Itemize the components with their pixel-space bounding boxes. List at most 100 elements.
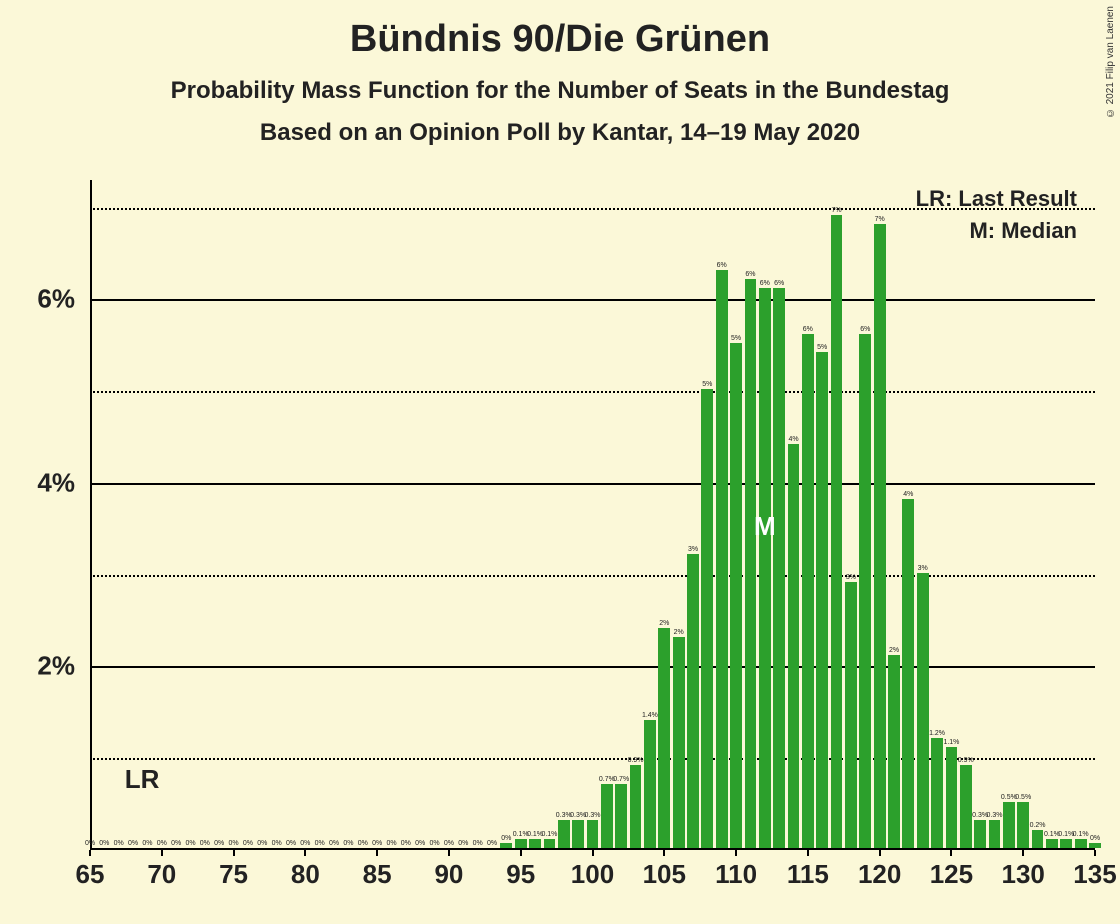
x-tick — [376, 850, 378, 856]
bar — [1089, 843, 1101, 848]
median-marker: M — [754, 511, 776, 542]
x-tick — [233, 850, 235, 856]
x-tick — [879, 850, 881, 856]
bar — [989, 820, 1001, 848]
x-tick-label: 65 — [76, 859, 105, 890]
bar-value-label: 0% — [487, 840, 497, 847]
bar-value-label: 2% — [659, 620, 669, 627]
bar-value-label: 0.2% — [1030, 822, 1046, 829]
bar-value-label: 6% — [860, 326, 870, 333]
bar-value-label: 5% — [817, 344, 827, 351]
grid-major — [90, 299, 1095, 301]
bar-value-label: 3% — [846, 574, 856, 581]
x-tick — [1022, 850, 1024, 856]
chart-plot-area: LR: Last Result M: Median 2%4%6%65707580… — [90, 180, 1095, 850]
x-tick-label: 95 — [506, 859, 535, 890]
x-tick-label: 75 — [219, 859, 248, 890]
bar — [1075, 839, 1087, 848]
bar-value-label: 6% — [803, 326, 813, 333]
legend-m: M: Median — [969, 218, 1077, 244]
x-tick-label: 130 — [1002, 859, 1045, 890]
bar — [888, 655, 900, 848]
bar-value-label: 0% — [99, 840, 109, 847]
bar — [630, 765, 642, 848]
bar — [673, 637, 685, 848]
bar-value-label: 6% — [717, 262, 727, 269]
bar-value-label: 0% — [473, 840, 483, 847]
x-tick — [304, 850, 306, 856]
bar-value-label: 3% — [688, 546, 698, 553]
bar-value-label: 0% — [1090, 835, 1100, 842]
bar — [716, 270, 728, 848]
bar-value-label: 1.1% — [943, 739, 959, 746]
bar — [1032, 830, 1044, 848]
bar — [816, 352, 828, 848]
bar-value-label: 3% — [918, 565, 928, 572]
bar-value-label: 0% — [85, 840, 95, 847]
x-tick-label: 80 — [291, 859, 320, 890]
bar — [874, 224, 886, 848]
x-tick-label: 115 — [787, 859, 829, 890]
bar-value-label: 0% — [214, 840, 224, 847]
x-tick — [161, 850, 163, 856]
bar — [572, 820, 584, 848]
x-tick-label: 105 — [643, 859, 686, 890]
bar — [759, 288, 771, 848]
grid-minor — [90, 575, 1095, 577]
bar-value-label: 0.5% — [1015, 794, 1031, 801]
bar-value-label: 1.4% — [642, 712, 658, 719]
bar — [845, 582, 857, 848]
bar-value-label: 0% — [329, 840, 339, 847]
grid-major — [90, 666, 1095, 668]
bar — [1060, 839, 1072, 848]
bar-value-label: 0% — [286, 840, 296, 847]
bar-value-label: 4% — [903, 491, 913, 498]
bar-value-label: 0% — [243, 840, 253, 847]
bar — [859, 334, 871, 848]
bar-value-label: 0% — [501, 835, 511, 842]
bar-value-label: 0% — [300, 840, 310, 847]
bar-value-label: 0% — [430, 840, 440, 847]
bar — [974, 820, 986, 848]
bar — [687, 554, 699, 848]
bar-value-label: 5% — [702, 381, 712, 388]
x-tick-label: 135 — [1073, 859, 1116, 890]
bar-value-label: 0.3% — [585, 812, 601, 819]
grid-minor — [90, 758, 1095, 760]
bar — [730, 343, 742, 848]
bar-value-label: 2% — [674, 629, 684, 636]
x-tick-label: 100 — [571, 859, 614, 890]
x-tick-label: 110 — [715, 859, 757, 890]
bar — [831, 215, 843, 848]
bar — [902, 499, 914, 848]
chart-subtitle-1: Probability Mass Function for the Number… — [0, 77, 1120, 105]
bar-value-label: 0% — [142, 840, 152, 847]
bar-value-label: 0% — [343, 840, 353, 847]
copyright-text: © 2021 Filip van Laenen — [1105, 6, 1116, 118]
y-tick-label: 6% — [0, 284, 75, 315]
x-tick — [807, 850, 809, 856]
bar — [745, 279, 757, 848]
bar-value-label: 0% — [358, 840, 368, 847]
bar — [773, 288, 785, 848]
x-tick — [592, 850, 594, 856]
y-tick-label: 2% — [0, 651, 75, 682]
bar — [644, 720, 656, 848]
bar-value-label: 0% — [272, 840, 282, 847]
bar-value-label: 0% — [185, 840, 195, 847]
grid-minor — [90, 391, 1095, 393]
bar — [1046, 839, 1058, 848]
x-tick — [1094, 850, 1096, 856]
bar-value-label: 0.9% — [958, 757, 974, 764]
bar — [960, 765, 972, 848]
bar — [515, 839, 527, 848]
x-tick — [448, 850, 450, 856]
bar-value-label: 6% — [774, 280, 784, 287]
bar-value-label: 1.2% — [929, 730, 945, 737]
x-tick-label: 85 — [363, 859, 392, 890]
x-tick-label: 70 — [147, 859, 176, 890]
bar — [946, 747, 958, 848]
bar-value-label: 0.7% — [613, 776, 629, 783]
bar-value-label: 2% — [889, 647, 899, 654]
bar — [802, 334, 814, 848]
